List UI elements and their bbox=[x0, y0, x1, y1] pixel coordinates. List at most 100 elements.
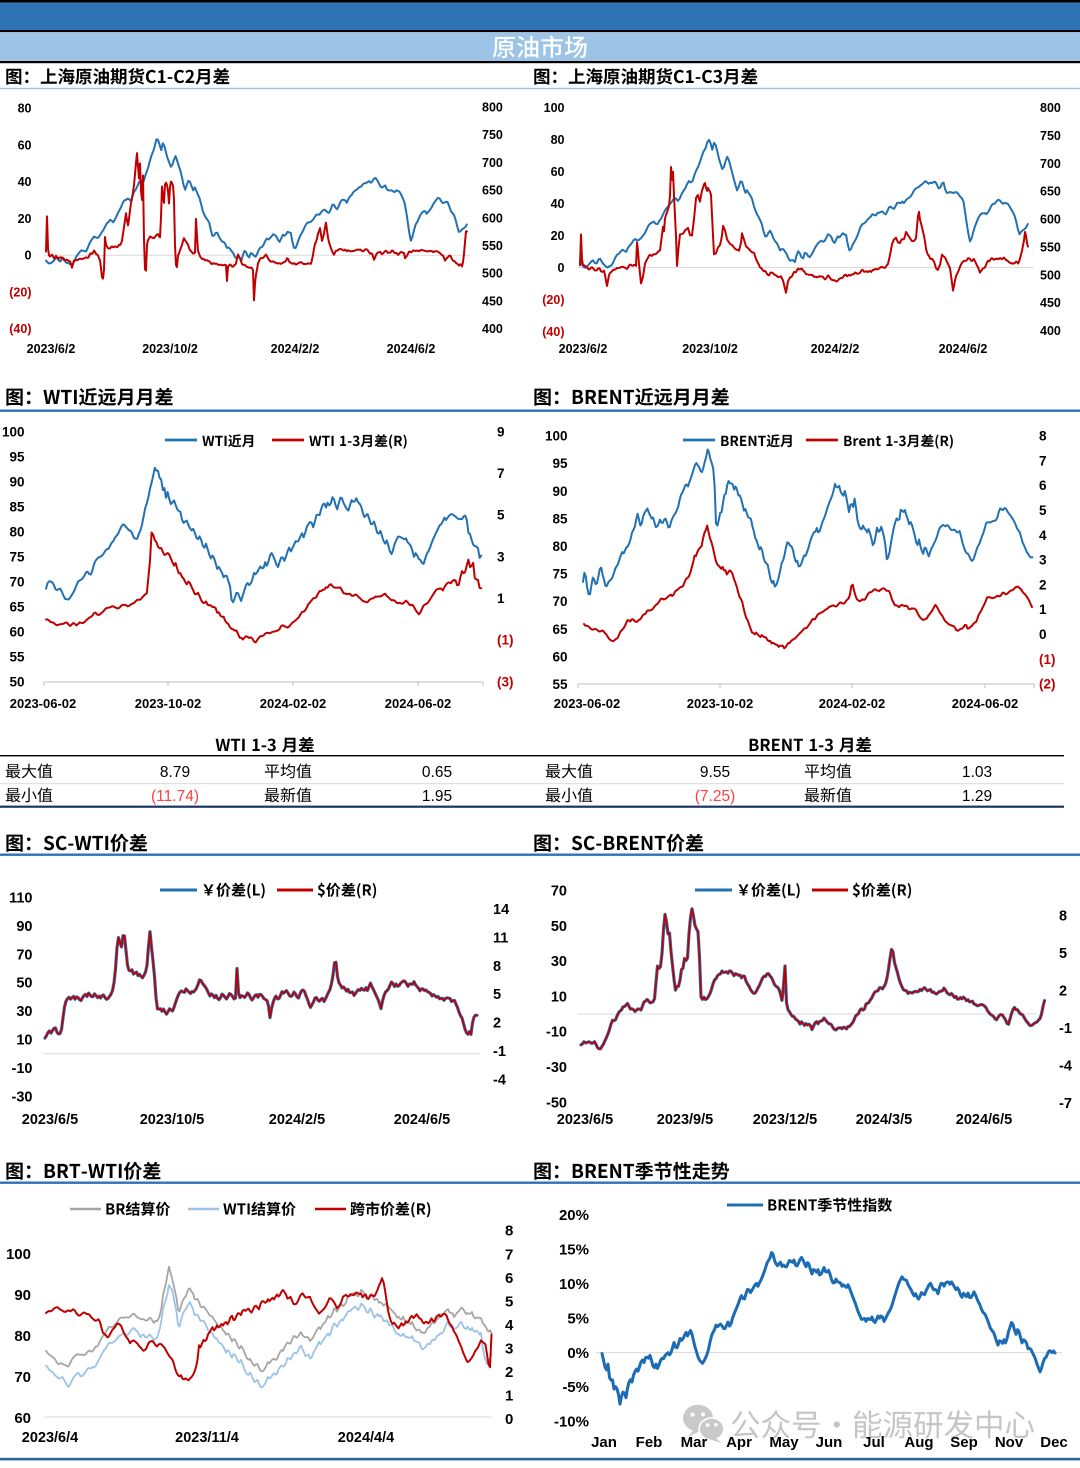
svg-text:2023/10/2: 2023/10/2 bbox=[142, 342, 198, 356]
svg-text:2024/6/2: 2024/6/2 bbox=[387, 342, 436, 356]
svg-text:(40): (40) bbox=[542, 325, 564, 339]
svg-text:650: 650 bbox=[482, 184, 503, 198]
svg-text:0%: 0% bbox=[567, 1345, 589, 1362]
svg-text:2023-06-02: 2023-06-02 bbox=[10, 696, 77, 711]
svg-text:60: 60 bbox=[9, 624, 24, 639]
svg-text:Nov: Nov bbox=[995, 1434, 1024, 1451]
svg-text:-50: -50 bbox=[546, 1095, 567, 1111]
svg-text:-10: -10 bbox=[12, 1061, 33, 1077]
svg-text:May: May bbox=[769, 1434, 799, 1451]
svg-text:2: 2 bbox=[493, 1016, 501, 1032]
svg-text:5: 5 bbox=[1039, 503, 1047, 518]
svg-text:2023/11/4: 2023/11/4 bbox=[175, 1430, 239, 1446]
svg-text:1: 1 bbox=[505, 1388, 513, 1405]
svg-text:2023/6/5: 2023/6/5 bbox=[557, 1112, 613, 1128]
svg-text:4: 4 bbox=[505, 1317, 514, 1334]
svg-text:5%: 5% bbox=[567, 1310, 589, 1327]
svg-text:6: 6 bbox=[505, 1270, 513, 1287]
svg-text:80: 80 bbox=[551, 133, 565, 147]
svg-text:90: 90 bbox=[16, 919, 32, 935]
svg-text:-7: -7 bbox=[1059, 1096, 1072, 1112]
svg-text:80: 80 bbox=[552, 539, 567, 554]
svg-text:5: 5 bbox=[1059, 946, 1067, 962]
svg-text:550: 550 bbox=[1040, 240, 1061, 254]
svg-text:8: 8 bbox=[1039, 429, 1047, 444]
svg-text:110: 110 bbox=[9, 891, 32, 907]
svg-text:70: 70 bbox=[9, 574, 24, 589]
svg-text:50: 50 bbox=[16, 976, 32, 992]
svg-text:70: 70 bbox=[552, 594, 567, 609]
svg-text:6: 6 bbox=[1039, 478, 1047, 493]
svg-text:100: 100 bbox=[2, 424, 25, 439]
svg-text:400: 400 bbox=[482, 322, 503, 336]
svg-text:Jan: Jan bbox=[591, 1434, 617, 1451]
svg-text:55: 55 bbox=[552, 677, 568, 692]
svg-text:2023/6/5: 2023/6/5 bbox=[22, 1112, 78, 1128]
svg-text:65: 65 bbox=[552, 622, 568, 637]
svg-text:2023-10-02: 2023-10-02 bbox=[687, 696, 754, 711]
svg-text:2024-02-02: 2024-02-02 bbox=[819, 696, 886, 711]
svg-text:10: 10 bbox=[551, 989, 567, 1005]
svg-text:800: 800 bbox=[1040, 101, 1061, 115]
svg-text:-30: -30 bbox=[12, 1089, 33, 1105]
svg-text:(1): (1) bbox=[497, 633, 514, 648]
svg-text:60: 60 bbox=[14, 1410, 31, 1427]
svg-text:75: 75 bbox=[552, 567, 568, 582]
svg-text:60: 60 bbox=[551, 165, 565, 179]
svg-text:70: 70 bbox=[16, 947, 32, 963]
svg-text:90: 90 bbox=[552, 484, 567, 499]
svg-text:85: 85 bbox=[552, 511, 568, 526]
svg-text:Dec: Dec bbox=[1040, 1434, 1068, 1451]
svg-text:20: 20 bbox=[18, 212, 32, 226]
svg-text:100: 100 bbox=[6, 1246, 31, 1263]
svg-text:600: 600 bbox=[1040, 213, 1061, 227]
svg-text:65: 65 bbox=[9, 599, 25, 614]
svg-text:80: 80 bbox=[9, 524, 24, 539]
svg-text:5: 5 bbox=[505, 1293, 513, 1310]
svg-text:2023/6/4: 2023/6/4 bbox=[22, 1430, 78, 1446]
svg-text:100: 100 bbox=[545, 429, 568, 444]
svg-text:2024/2/2: 2024/2/2 bbox=[811, 342, 860, 356]
svg-text:2023/6/2: 2023/6/2 bbox=[559, 342, 608, 356]
svg-text:450: 450 bbox=[1040, 296, 1061, 310]
svg-text:3: 3 bbox=[497, 549, 505, 564]
svg-text:10: 10 bbox=[16, 1033, 32, 1049]
svg-text:9: 9 bbox=[497, 424, 505, 439]
svg-text:11: 11 bbox=[493, 930, 508, 946]
svg-text:2023-06-02: 2023-06-02 bbox=[554, 696, 621, 711]
svg-text:95: 95 bbox=[9, 449, 25, 464]
svg-text:2: 2 bbox=[505, 1364, 513, 1381]
svg-text:2024/6/2: 2024/6/2 bbox=[939, 342, 988, 356]
svg-text:2023/10/5: 2023/10/5 bbox=[140, 1112, 205, 1128]
svg-text:-1: -1 bbox=[493, 1044, 506, 1060]
svg-text:0: 0 bbox=[25, 249, 32, 263]
svg-text:2024/6/5: 2024/6/5 bbox=[394, 1112, 450, 1128]
svg-text:55: 55 bbox=[9, 649, 25, 664]
svg-text:40: 40 bbox=[551, 197, 565, 211]
svg-text:2023/6/2: 2023/6/2 bbox=[27, 342, 76, 356]
svg-text:1.95: 1.95 bbox=[422, 788, 452, 805]
svg-text:7: 7 bbox=[497, 466, 505, 481]
svg-text:2023/10/2: 2023/10/2 bbox=[682, 342, 738, 356]
svg-text:5: 5 bbox=[497, 508, 505, 523]
svg-text:(7.25): (7.25) bbox=[695, 788, 736, 805]
svg-text:2023/9/5: 2023/9/5 bbox=[657, 1112, 713, 1128]
svg-text:40: 40 bbox=[18, 175, 32, 189]
svg-text:(40): (40) bbox=[9, 322, 31, 336]
svg-text:95: 95 bbox=[552, 456, 568, 471]
svg-text:30: 30 bbox=[16, 1004, 32, 1020]
svg-text:8.79: 8.79 bbox=[160, 764, 190, 781]
svg-text:0: 0 bbox=[1039, 627, 1047, 642]
svg-text:8: 8 bbox=[1059, 909, 1067, 925]
svg-text:Apr: Apr bbox=[726, 1434, 752, 1451]
svg-text:3: 3 bbox=[505, 1340, 513, 1357]
svg-text:60: 60 bbox=[18, 138, 32, 152]
svg-text:8: 8 bbox=[505, 1223, 513, 1240]
svg-text:70: 70 bbox=[551, 884, 567, 900]
svg-text:8: 8 bbox=[493, 959, 501, 975]
svg-text:500: 500 bbox=[1040, 268, 1061, 282]
svg-text:75: 75 bbox=[9, 549, 25, 564]
svg-text:20: 20 bbox=[551, 229, 565, 243]
svg-text:70: 70 bbox=[14, 1369, 31, 1386]
svg-text:2024/3/5: 2024/3/5 bbox=[856, 1112, 912, 1128]
